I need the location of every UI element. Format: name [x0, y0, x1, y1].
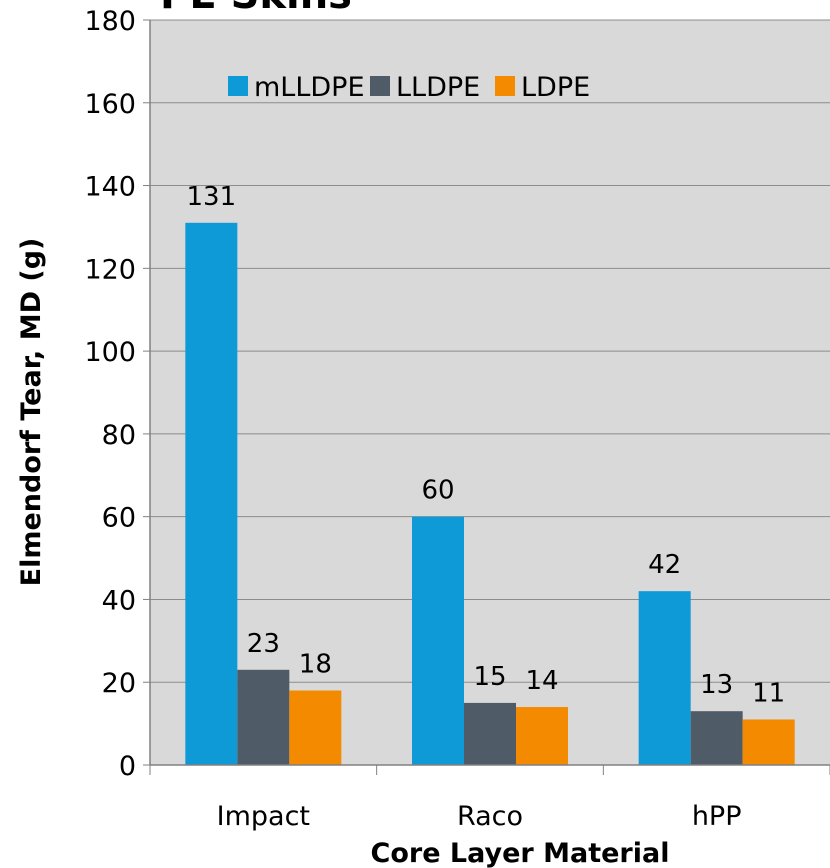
data-label: 14 — [525, 666, 558, 696]
bars — [185, 222, 795, 766]
y-tick-label: 40 — [102, 585, 136, 616]
plot-area — [150, 20, 830, 765]
x-tick-label: Impact — [217, 801, 310, 832]
bar-lldpe-impact — [237, 669, 290, 765]
legend-label: mLLDPE — [254, 72, 365, 103]
axes: 0 20 40 60 80 100 120 140 160 180 Impact Raco hPP — [84, 6, 830, 832]
chart-title: PE Skins — [160, 0, 352, 18]
bar-ldpe-hpp — [742, 719, 795, 765]
data-label: 42 — [648, 550, 681, 580]
x-tick-label: hPP — [692, 801, 742, 832]
y-tick-label: 20 — [102, 668, 136, 699]
data-label: 131 — [187, 182, 237, 212]
bar-mlldpe-raco — [412, 516, 464, 765]
legend-swatch — [370, 76, 390, 96]
data-label: 18 — [299, 650, 332, 680]
legend: mLLDPE LLDPE LDPE — [228, 72, 590, 103]
y-tick-label: 180 — [84, 6, 136, 37]
legend-swatch — [495, 76, 515, 96]
y-tick-label: 0 — [119, 751, 136, 782]
data-label: 60 — [421, 476, 454, 506]
y-tick-label: 160 — [84, 89, 136, 120]
y-tick-label: 60 — [102, 503, 136, 534]
bar-mlldpe-impact — [185, 222, 238, 766]
bar-lldpe-hpp — [690, 711, 743, 765]
y-tick-label: 100 — [84, 337, 136, 368]
y-tick-label: 140 — [84, 172, 136, 203]
bar-ldpe-raco — [516, 707, 568, 765]
bar-ldpe-impact — [289, 690, 342, 765]
data-label: 15 — [473, 662, 506, 692]
data-label: 23 — [247, 629, 280, 659]
data-labels: 131 23 18 60 15 14 42 13 11 — [187, 182, 786, 709]
y-axis-title: Elmendorf Tear, MD (g) — [16, 238, 47, 587]
bar-mlldpe-hpp — [638, 591, 691, 765]
legend-label: LLDPE — [396, 72, 480, 103]
x-tick-label: Raco — [457, 801, 523, 832]
y-tick-label: 80 — [102, 420, 136, 451]
y-tick-label: 120 — [84, 254, 136, 285]
bar-lldpe-raco — [464, 702, 516, 765]
x-axis-title: Core Layer Material — [371, 838, 670, 868]
legend-label: LDPE — [521, 72, 590, 103]
data-label: 11 — [752, 678, 785, 708]
data-label: 13 — [700, 670, 733, 700]
legend-swatch — [228, 76, 248, 96]
